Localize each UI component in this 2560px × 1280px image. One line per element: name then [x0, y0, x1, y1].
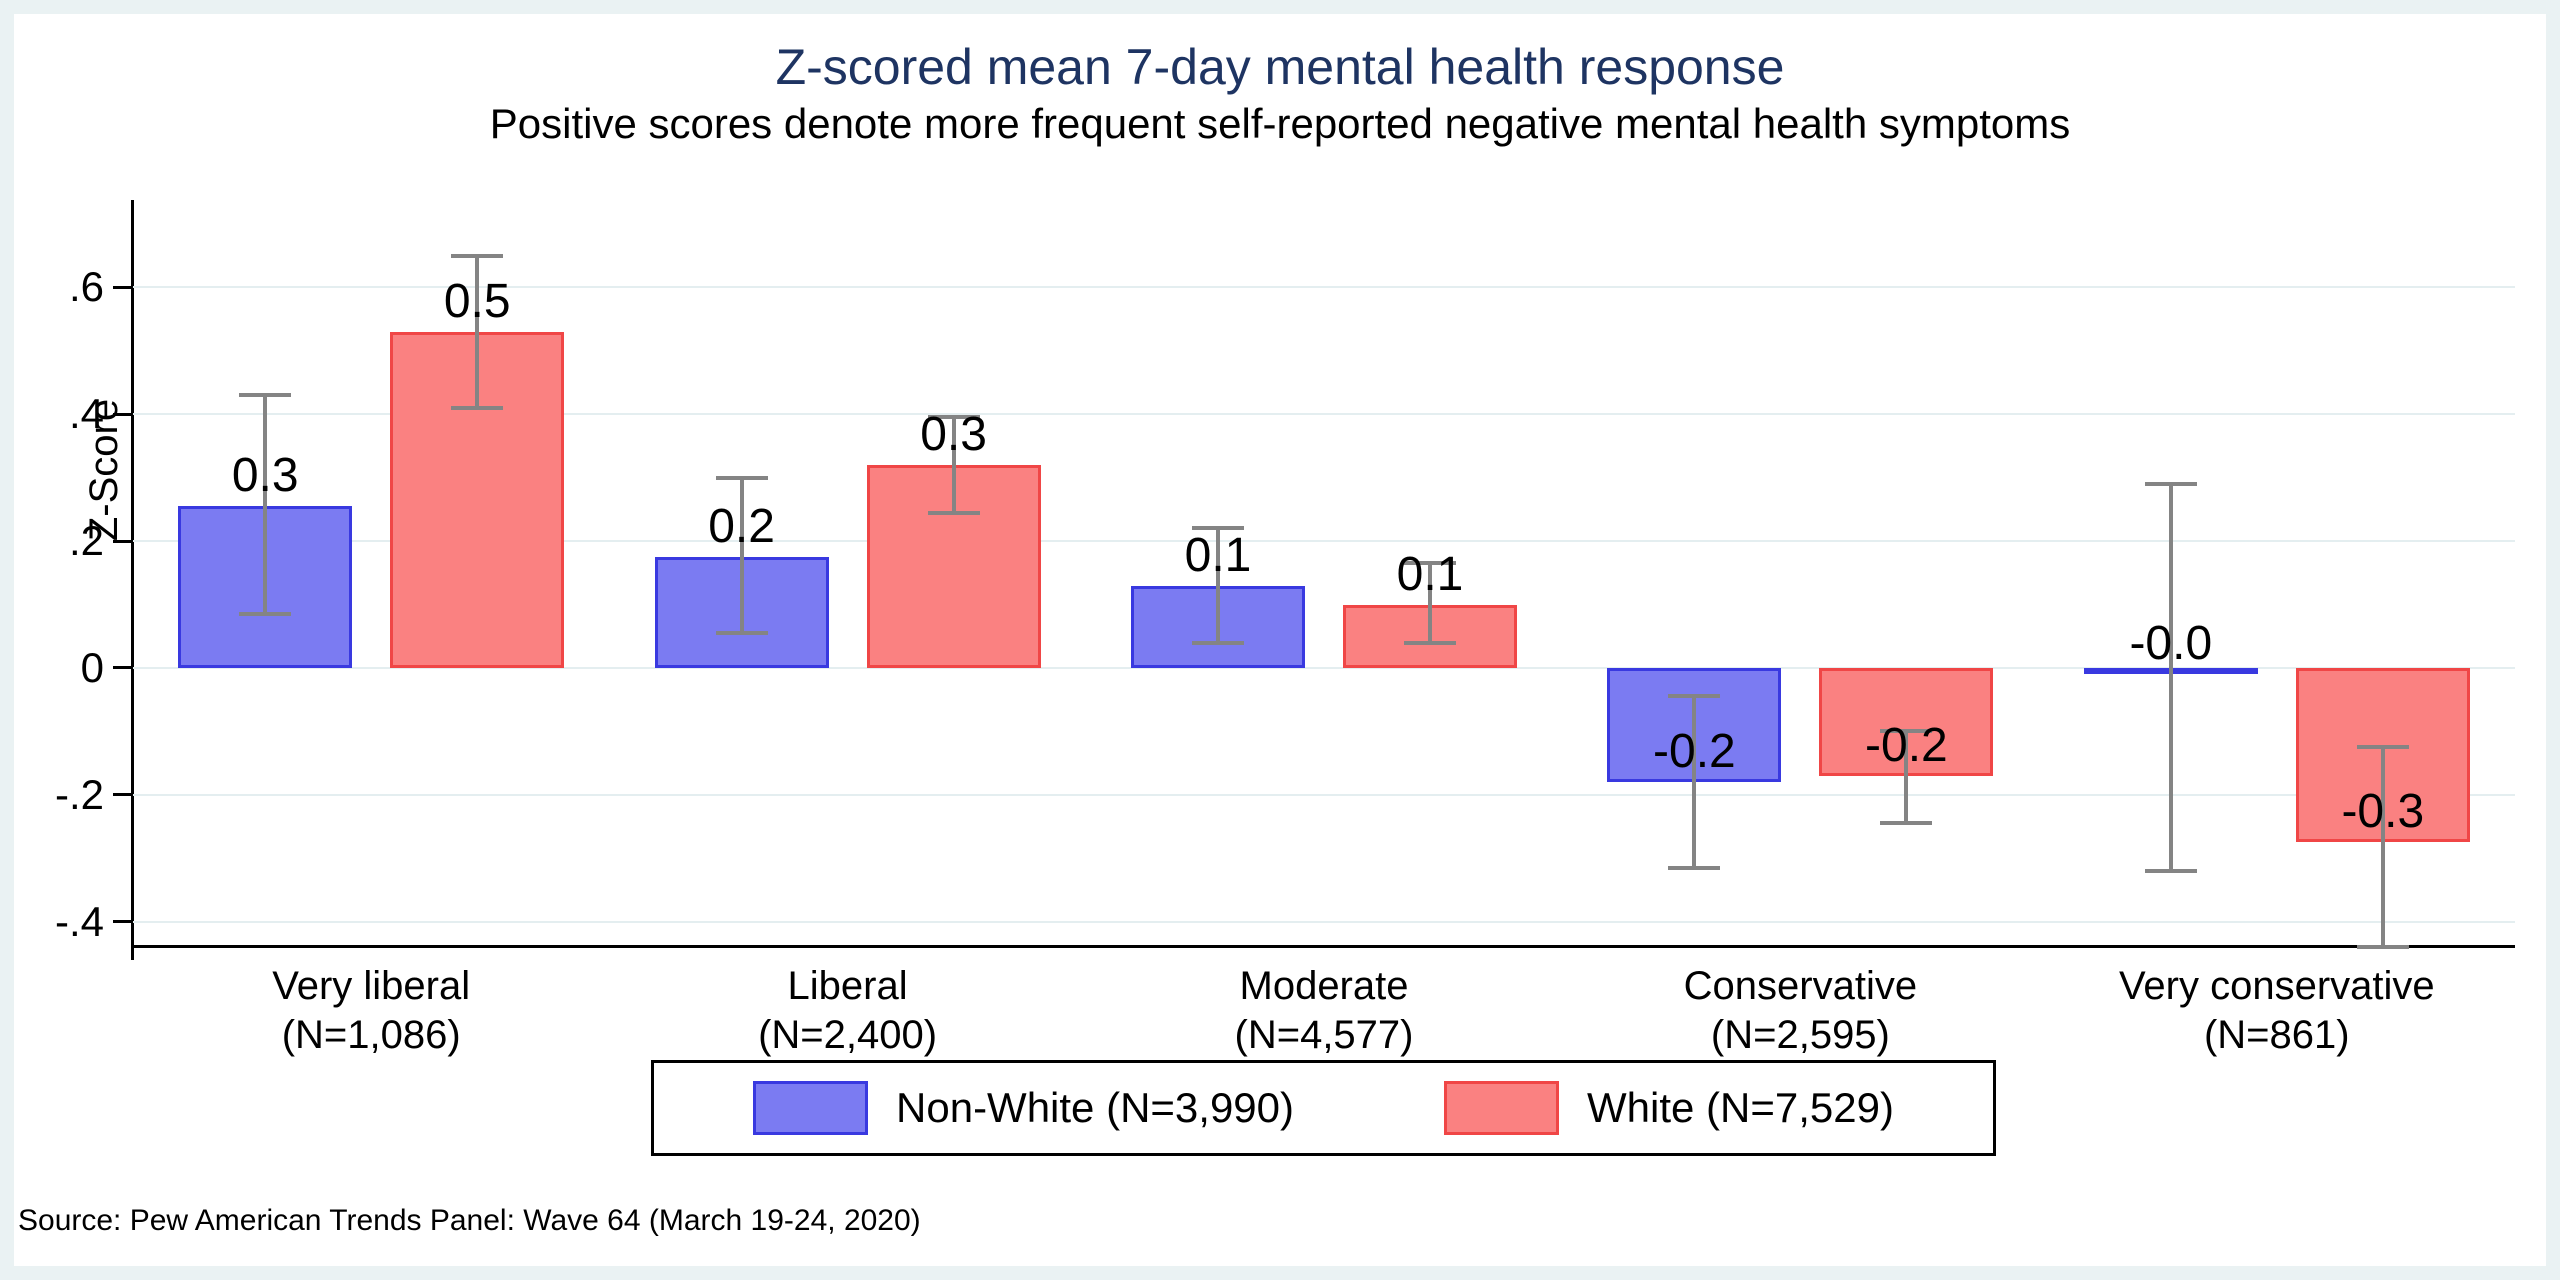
chart-title: Z-scored mean 7-day mental health respon… [775, 39, 1785, 95]
y-tick-.4 [113, 412, 133, 416]
error-cap-bottom-white-0 [451, 405, 504, 410]
error-cap-top-nonwhite-3 [1668, 694, 1721, 699]
error-cap-bottom-nonwhite-4 [2144, 868, 2197, 873]
x-label-n-2: (N=4,577) [1234, 1013, 1414, 1057]
error-bar-nonwhite-3 [1692, 696, 1697, 868]
y-tick-.6 [113, 285, 133, 289]
gridline-.2 [133, 540, 2515, 543]
y-tick-label-.6: .6 [68, 263, 104, 311]
gridline-.6 [133, 286, 2515, 289]
error-cap-top-white-2 [1404, 561, 1456, 566]
chart-subtitle: Positive scores denote more frequent sel… [489, 100, 2071, 147]
bar-value-label-nonwhite-4: -0.0 [2129, 617, 2213, 671]
legend-swatch-nonwhite [753, 1081, 869, 1135]
bar-value-label-nonwhite-0: 0.3 [231, 449, 299, 503]
error-cap-top-white-3 [1880, 729, 1933, 734]
error-cap-bottom-white-2 [1404, 640, 1456, 645]
x-label-name-4: Very conservative [2118, 964, 2435, 1008]
error-cap-top-nonwhite-1 [715, 475, 768, 480]
error-cap-top-white-1 [927, 415, 980, 420]
error-cap-bottom-nonwhite-3 [1668, 865, 1721, 870]
error-bar-nonwhite-4 [2168, 484, 2173, 871]
y-tick--.2 [113, 793, 133, 797]
bar-value-label-nonwhite-1: 0.2 [708, 499, 775, 553]
legend-entry-white: White (N=7,529) [1444, 1081, 1894, 1135]
y-tick-.2 [113, 539, 133, 543]
x-axis-line [133, 945, 2515, 948]
error-cap-bottom-nonwhite-0 [239, 612, 292, 617]
x-label-name-2: Moderate [1239, 964, 1409, 1008]
error-bar-white-0 [475, 255, 480, 408]
x-label-name-1: Liberal [787, 964, 908, 1008]
error-cap-bottom-white-4 [2356, 945, 2409, 949]
legend-swatch-white [1444, 1081, 1560, 1135]
x-label-n-1: (N=2,400) [758, 1013, 938, 1057]
source-note: Source: Pew American Trends Panel: Wave … [18, 1204, 921, 1237]
bar-value-label-white-2: 0.1 [1396, 547, 1464, 601]
error-bar-white-4 [2380, 747, 2385, 947]
error-bar-nonwhite-2 [1216, 528, 1220, 643]
error-cap-bottom-nonwhite-2 [1192, 640, 1244, 645]
gridline-0 [133, 666, 2515, 669]
gridline--.4 [133, 920, 2515, 923]
y-tick-label-.4: .4 [68, 390, 104, 438]
x-label-n-4: (N=861) [2203, 1013, 2350, 1057]
bar-value-label-nonwhite-3: -0.2 [1653, 725, 1736, 779]
legend-box: Non-White (N=3,990) White (N=7,529) [651, 1060, 1996, 1156]
y-tick-label-0: 0 [80, 643, 104, 691]
bar-value-label-white-1: 0.3 [920, 408, 987, 462]
error-bar-white-2 [1428, 563, 1432, 643]
y-axis-line [131, 200, 134, 960]
x-label-1: Liberal (N=2,400) [609, 962, 1085, 1060]
error-cap-top-nonwhite-4 [2144, 482, 2197, 487]
error-bar-white-3 [1904, 731, 1909, 824]
bar-value-label-white-3: -0.2 [1865, 718, 1948, 772]
y-tick-label--.4: -.4 [54, 897, 104, 945]
gridline-.4 [133, 413, 2515, 416]
error-bar-white-1 [951, 417, 956, 513]
error-cap-top-white-4 [2356, 745, 2409, 750]
y-tick--.4 [113, 920, 133, 924]
y-tick-label-.2: .2 [68, 517, 104, 565]
error-cap-bottom-white-3 [1880, 821, 1933, 826]
legend-entry-nonwhite: Non-White (N=3,990) [753, 1081, 1294, 1135]
y-tick-0 [113, 666, 133, 670]
plot-area: 0.3 0.2 0.1 -0.2 -0.0 0.5 0.3 0.1 -0.2 -0.3 [133, 205, 2515, 949]
gridline--.2 [133, 793, 2515, 796]
x-label-0: Very liberal (N=1,086) [133, 962, 609, 1060]
bar-value-label-white-4: -0.3 [2341, 785, 2425, 839]
bar-value-label-nonwhite-2: 0.1 [1184, 528, 1252, 582]
error-cap-top-nonwhite-2 [1192, 526, 1244, 531]
y-tick-label--.2: -.2 [54, 770, 104, 818]
error-bar-nonwhite-1 [739, 477, 744, 634]
error-cap-top-white-0 [451, 253, 504, 258]
error-cap-bottom-white-1 [927, 510, 980, 515]
x-label-n-3: (N=2,595) [1710, 1013, 1890, 1057]
x-label-3: Conservative (N=2,595) [1562, 962, 2038, 1060]
x-label-4: Very conservative (N=861) [2039, 962, 2515, 1060]
legend-label-nonwhite: Non-White (N=3,990) [896, 1084, 1295, 1131]
legend-label-white: White (N=7,529) [1587, 1084, 1894, 1131]
x-label-n-0: (N=1,086) [281, 1013, 461, 1057]
x-label-2: Moderate (N=4,577) [1086, 962, 1562, 1060]
error-cap-bottom-nonwhite-1 [715, 631, 768, 636]
x-label-name-3: Conservative [1683, 964, 1918, 1008]
bar-value-label-white-0: 0.5 [443, 274, 511, 328]
error-cap-top-nonwhite-0 [239, 393, 292, 398]
x-label-name-0: Very liberal [272, 964, 471, 1008]
error-bar-nonwhite-0 [263, 395, 268, 615]
